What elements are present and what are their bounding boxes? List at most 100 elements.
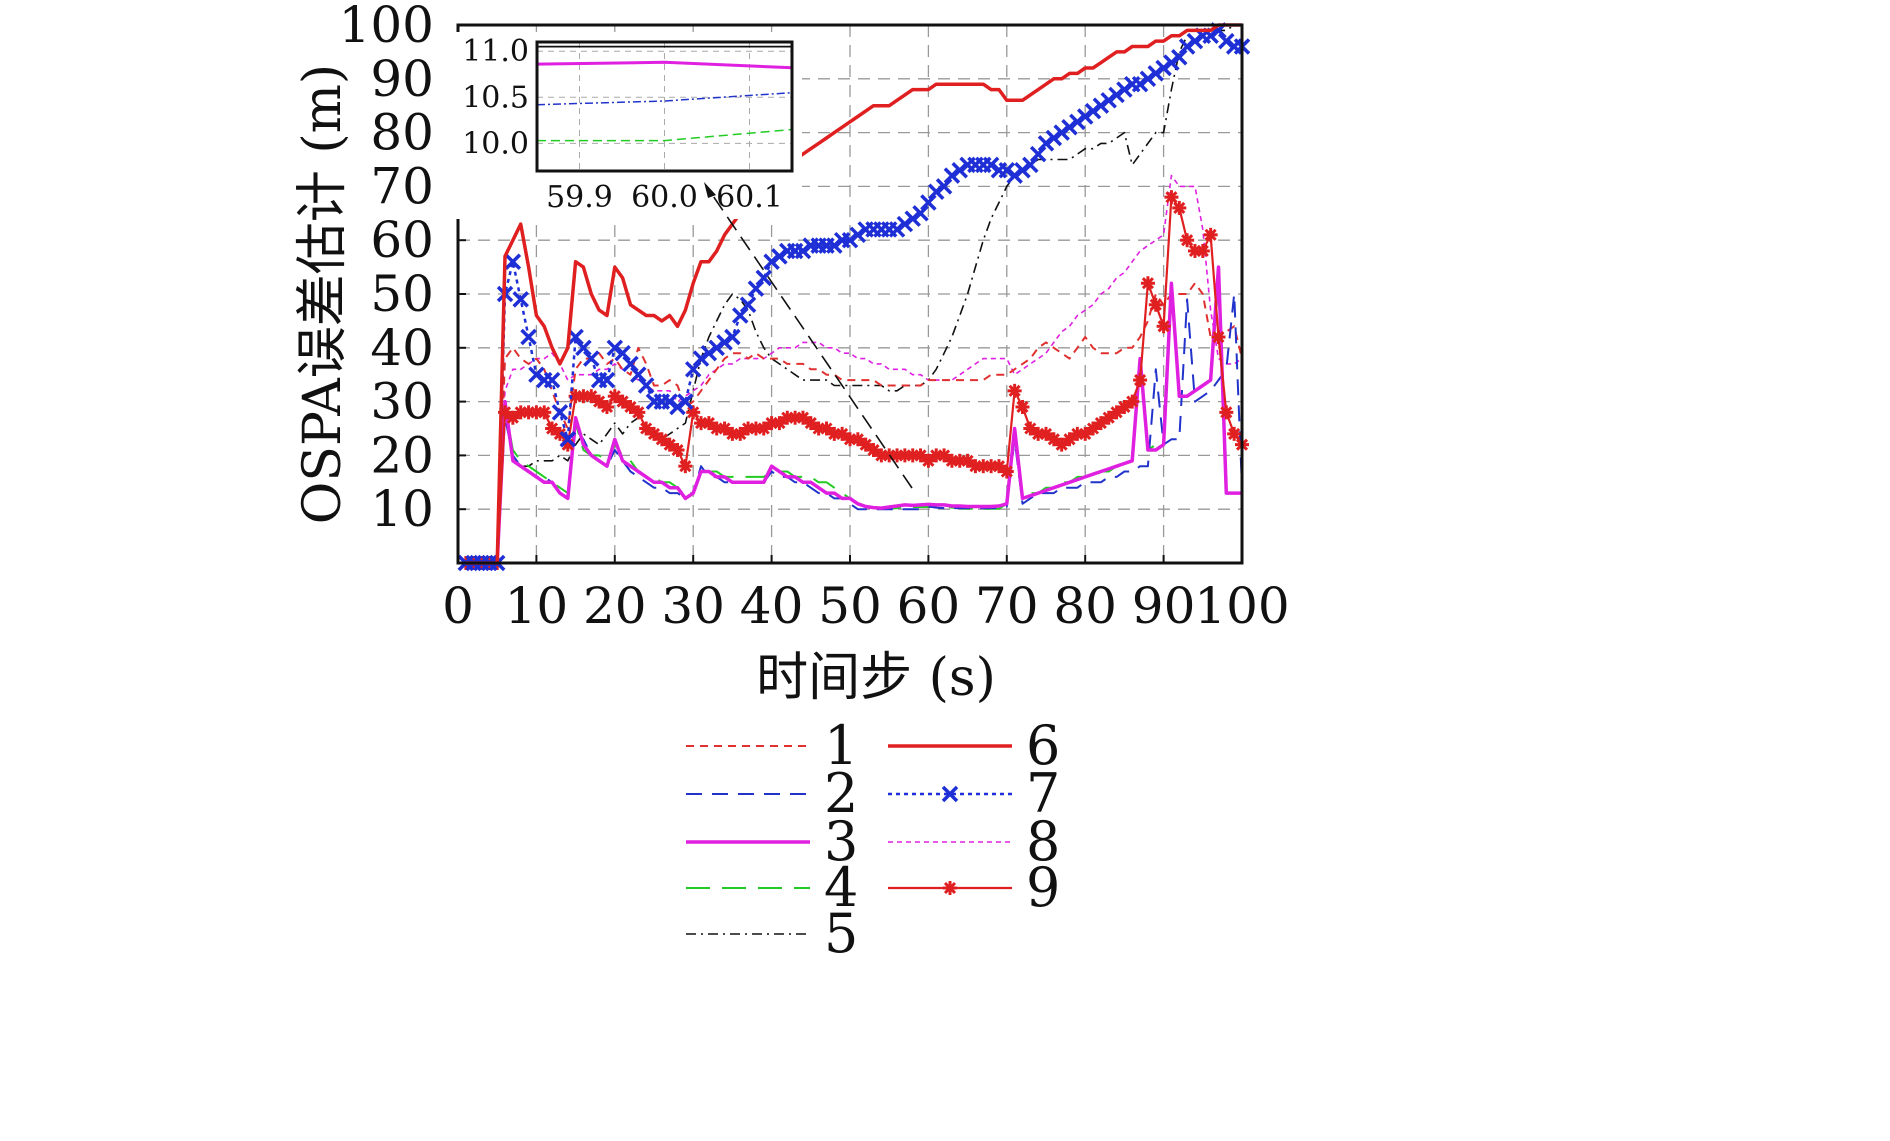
marker-point — [739, 296, 757, 313]
marker-point — [935, 178, 953, 195]
zoom-arrow-head — [704, 182, 716, 198]
marker-point — [1086, 421, 1101, 436]
marker-point — [756, 421, 771, 436]
series-5 — [465, 24, 1242, 564]
marker-point — [1078, 426, 1093, 441]
marker-point — [1054, 437, 1069, 452]
marker-point — [858, 437, 873, 452]
marker-point — [631, 405, 646, 420]
axis-titles: 时间步 (s) OSPA误差估计 (m) — [293, 64, 996, 708]
marker-point — [1180, 233, 1195, 248]
legend-marker-9 — [943, 881, 957, 895]
marker-point — [543, 371, 561, 389]
marker-point — [999, 464, 1014, 479]
y-axis-label: OSPA误差估计 (m) — [293, 64, 353, 524]
x-tick-label: 70 — [975, 577, 1039, 635]
x-tick-label: 30 — [661, 577, 725, 635]
marker-point — [1023, 421, 1038, 436]
marker-point — [1015, 399, 1030, 414]
marker-point — [1007, 383, 1022, 398]
marker-point — [1219, 405, 1234, 420]
legend-item-6: 6 — [888, 714, 1060, 777]
marker-point — [795, 410, 810, 425]
legend-label-4: 4 — [824, 856, 858, 919]
marker-point — [504, 253, 522, 270]
series-line-3 — [465, 265, 1242, 565]
marker-point — [537, 405, 552, 420]
marker-point — [639, 421, 654, 436]
marker-point — [1101, 410, 1116, 425]
x-tick-label: 50 — [818, 577, 882, 635]
legend-label-1: 1 — [824, 714, 858, 777]
marker-point — [615, 394, 630, 409]
marker-point — [647, 426, 661, 441]
inset-y-tick-label: 10.0 — [462, 126, 529, 161]
inset-series-3 — [536, 60, 793, 70]
series-9 — [458, 190, 1249, 570]
marker-point — [1093, 416, 1108, 431]
series-1 — [465, 282, 1243, 564]
x-axis-label: 时间步 (s) — [756, 648, 996, 708]
x-tick-label: 100 — [1194, 577, 1289, 635]
marker-point — [545, 421, 560, 436]
marker-point — [654, 432, 669, 447]
marker-point — [920, 194, 937, 211]
series-6 — [465, 23, 1242, 565]
x-tick-label: 90 — [1132, 577, 1196, 635]
marker-point — [937, 448, 952, 463]
inset-y-tick-label: 10.5 — [462, 80, 529, 115]
marker-point — [592, 394, 607, 409]
inset-x-tick-label: 60.1 — [716, 180, 783, 215]
legend-item-4: 4 — [686, 856, 858, 919]
legend-label-3: 3 — [824, 810, 858, 873]
marker-point — [835, 426, 850, 441]
legend-label-6: 6 — [1026, 714, 1060, 777]
marker-point — [551, 404, 569, 421]
marker-point — [1109, 405, 1124, 420]
marker-point — [850, 432, 865, 447]
marker-point — [819, 421, 834, 436]
inset-x-tick-label: 59.9 — [546, 180, 613, 215]
marker-point — [678, 459, 693, 474]
marker-point — [732, 307, 749, 324]
marker-point — [599, 399, 614, 414]
marker-point — [614, 344, 631, 362]
marker-point — [575, 339, 592, 357]
marker-point — [584, 389, 599, 404]
marker-point — [1039, 426, 1053, 441]
marker-point — [598, 371, 616, 389]
legend-item-7: 7 — [888, 762, 1060, 825]
marker-point — [1062, 432, 1077, 447]
inset-series-2 — [536, 91, 793, 106]
y-tick-label: 20 — [370, 426, 434, 484]
marker-point — [623, 399, 638, 414]
x-tick-label: 80 — [1053, 577, 1117, 635]
marker-point — [724, 328, 741, 346]
legend-item-9: 9 — [888, 856, 1060, 919]
legend-item-1: 1 — [686, 714, 858, 777]
series-8 — [465, 174, 1243, 564]
marker-point — [772, 416, 787, 431]
x-tick-label: 20 — [583, 577, 647, 635]
series-line-1 — [465, 282, 1243, 564]
marker-point — [637, 377, 655, 394]
marker-point — [701, 416, 716, 431]
y-tick-label: 40 — [370, 319, 434, 377]
y-tick-label: 80 — [370, 104, 434, 162]
legend-label-7: 7 — [1026, 762, 1060, 825]
axis-ticks: 0 10 20 30 40 50 60 70 80 90100102030405060708090… — [339, 0, 1290, 635]
marker-point — [520, 328, 537, 346]
inset-plot: 59.9 60.0 60.1 11.0 10.5 10.0 — [452, 32, 913, 489]
legend-item-2: 2 — [686, 762, 858, 825]
marker-point — [559, 431, 576, 448]
marker-point — [1156, 319, 1171, 334]
marker-point — [1172, 200, 1187, 215]
marker-point — [755, 269, 772, 287]
y-tick-label: 30 — [370, 373, 434, 431]
x-tick-label: 60 — [897, 577, 961, 635]
marker-point — [1195, 243, 1210, 258]
y-tick-label: 100 — [339, 0, 434, 54]
x-tick-label: 40 — [740, 577, 804, 635]
